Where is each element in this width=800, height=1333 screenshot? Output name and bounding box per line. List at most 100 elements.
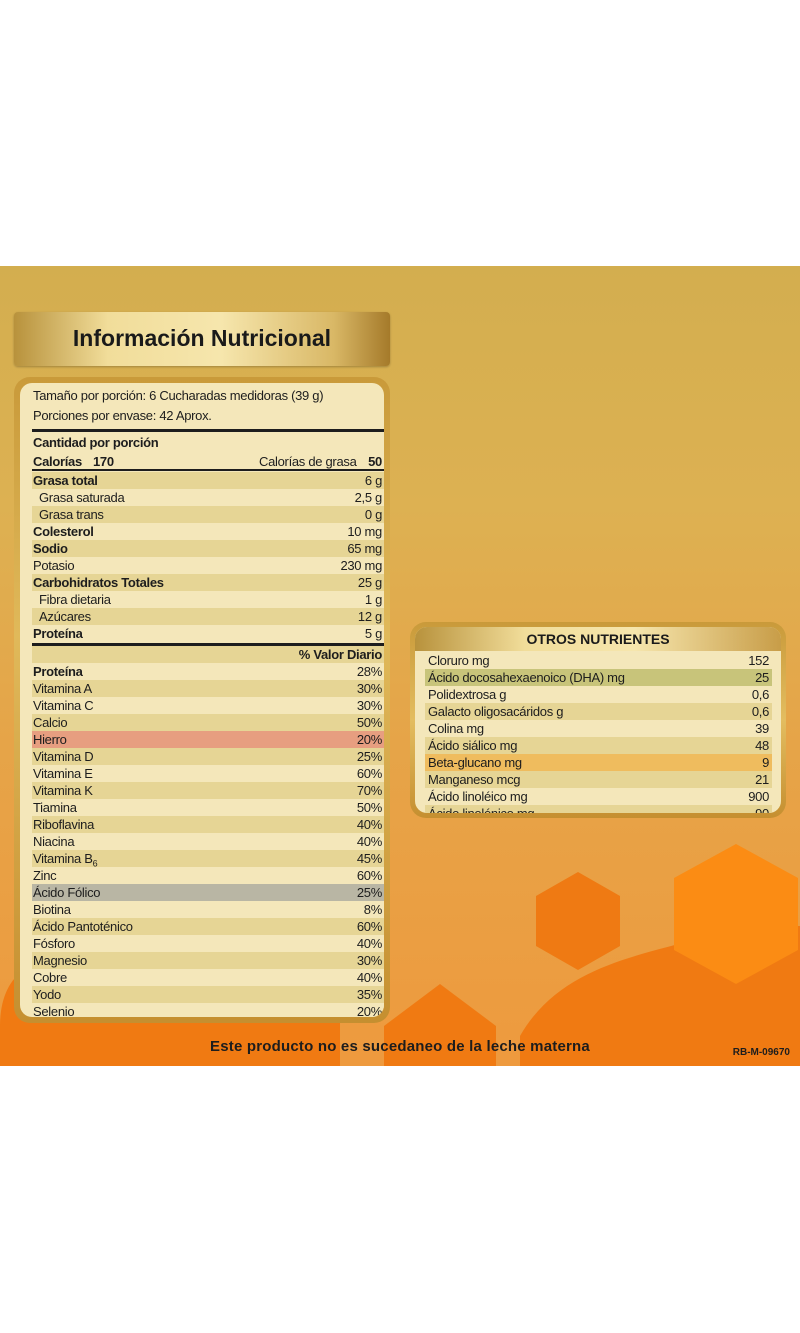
daily-value-label-text: Calcio (33, 715, 68, 730)
other-nutrient-label: Cloruro mg (428, 653, 490, 668)
daily-value-percent: 20% (356, 1004, 382, 1017)
other-nutrient-row: Galacto oligosacáridos g 0,6 (425, 703, 772, 720)
other-nutrient-row: Ácido linolénico mg 90 (425, 805, 772, 813)
daily-value-label: Calcio (33, 715, 68, 730)
other-nutrient-label: Colina mg (428, 721, 484, 736)
other-nutrient-label: Ácido linoléico mg (428, 789, 528, 804)
other-nutrients-table: OTROS NUTRIENTES Cloruro mg 152 Ácido doco… (415, 627, 781, 813)
nutrient-row: Fibra dietaria 1 g (32, 591, 384, 608)
daily-value-label: Zinc (33, 868, 57, 883)
daily-value-label: Tiamina (33, 800, 77, 815)
nutrient-value: 12 g (357, 609, 382, 624)
daily-value-label: Ácido Fólico (33, 885, 101, 900)
daily-value-label: Vitamina A (33, 681, 92, 696)
daily-value-row: Riboflavina 40% (32, 816, 384, 833)
nutrition-facts-frame: Tamaño por porción: 6 Cucharadas medidor… (14, 377, 390, 1023)
daily-value-percent: 28% (356, 664, 382, 679)
daily-value-percent: 40% (356, 817, 382, 832)
table-rule (32, 429, 384, 432)
daily-value-label-text: Vitamina B (33, 851, 93, 866)
other-nutrient-value: 0,6 (751, 687, 769, 702)
nutrient-value: 6 g (364, 473, 382, 488)
daily-value-label: Vitamina C (33, 698, 94, 713)
other-nutrient-value: 21 (755, 772, 769, 787)
daily-value-label: Selenio (33, 1004, 75, 1017)
daily-value-percent: 40% (356, 970, 382, 985)
daily-value-label-text: Ácido Fólico (33, 885, 101, 900)
daily-value-label-text: Vitamina A (33, 681, 92, 696)
daily-value-row: Vitamina C 30% (32, 697, 384, 714)
other-nutrient-row: Colina mg 39 (425, 720, 772, 737)
registration-code: RB-M-09670 (732, 1047, 790, 1058)
calories-row: Calorías 170 Calorías de grasa 50 (32, 453, 384, 470)
daily-value-label-text: Biotina (33, 902, 71, 917)
daily-value-label: Riboflavina (33, 817, 94, 832)
daily-value-label: Hierro (33, 732, 67, 747)
other-nutrient-label: Polidextrosa g (428, 687, 507, 702)
daily-value-label-text: Vitamina K (33, 783, 93, 798)
nutrient-label: Sodio (33, 541, 68, 556)
daily-value-row: Ácido Fólico 25% (32, 884, 384, 901)
daily-value-row: Ácido Pantoténico 60% (32, 918, 384, 935)
daily-value-label: Niacina (33, 834, 75, 849)
daily-value-row: Niacina 40% (32, 833, 384, 850)
daily-value-label: Yodo (33, 987, 61, 1002)
other-nutrient-value: 9 (762, 755, 769, 770)
other-nutrient-value: 48 (755, 738, 769, 753)
daily-value-row: Magnesio 30% (32, 952, 384, 969)
daily-value-percent: 70% (356, 783, 382, 798)
other-nutrient-value: 25 (755, 670, 769, 685)
daily-value-header-label: % Valor Diario (298, 647, 383, 662)
nutrient-label: Grasa saturada (39, 490, 125, 505)
daily-value-percent: 60% (356, 868, 382, 883)
nutrition-facts-table: Tamaño por porción: 6 Cucharadas medidor… (20, 383, 384, 1017)
daily-value-percent: 60% (356, 919, 382, 934)
nutrient-label: Grasa total (33, 473, 98, 488)
daily-value-percent: 35% (356, 987, 382, 1002)
calories-from-fat-value: 50 (368, 454, 382, 469)
other-nutrient-row: Manganeso mcg 21 (425, 771, 772, 788)
daily-value-row: Selenio 20% (32, 1003, 384, 1017)
daily-value-row: Zinc 60% (32, 867, 384, 884)
daily-value-row: Vitamina D 25% (32, 748, 384, 765)
nutrient-row: Colesterol 10 mg (32, 523, 384, 540)
daily-value-row: Calcio 50% (32, 714, 384, 731)
nutrient-value: 0 g (364, 507, 382, 522)
nutrient-value: 230 mg (340, 558, 382, 573)
daily-value-label-text: Fósforo (33, 936, 75, 951)
nutrient-label: Carbohidratos Totales (33, 575, 164, 590)
daily-value-label-text: Vitamina C (33, 698, 94, 713)
other-nutrient-label: Ácido docosahexaenoico (DHA) mg (428, 670, 625, 685)
daily-value-label-text: Riboflavina (33, 817, 95, 832)
daily-value-row: Cobre 40% (32, 969, 384, 986)
daily-value-subscript: 6 (92, 858, 98, 869)
other-nutrient-row: Cloruro mg 152 (425, 652, 772, 669)
daily-value-label: Vitamina E (33, 766, 93, 781)
nutrient-label: Colesterol (33, 524, 94, 539)
title-banner: Información Nutricional (14, 312, 390, 366)
nutrient-value: 2,5 g (354, 490, 383, 505)
daily-value-label: Vitamina D (33, 749, 94, 764)
daily-value-label: Magnesio (33, 953, 87, 968)
nutrient-row: Azúcares 12 g (32, 608, 384, 625)
daily-value-percent: 30% (356, 953, 382, 968)
nutrient-value: 10 mg (347, 524, 382, 539)
daily-value-row: Vitamina B6 45% (32, 850, 384, 869)
daily-value-percent: 30% (356, 698, 382, 713)
other-nutrient-label: Ácido linolénico mg (428, 806, 535, 813)
orange-hexagon-mid (536, 872, 620, 970)
nutrient-row: Grasa trans 0 g (32, 506, 384, 523)
daily-value-row: Vitamina K 70% (32, 782, 384, 799)
daily-value-row: Fósforo 40% (32, 935, 384, 952)
daily-value-label-text: Niacina (33, 834, 75, 849)
daily-value-percent: 60% (356, 766, 382, 781)
nutrient-value: 65 mg (347, 541, 382, 556)
daily-value-percent: 40% (356, 936, 382, 951)
calories-label: Calorías (33, 454, 82, 469)
daily-value-percent: 50% (356, 800, 382, 815)
other-nutrient-row: Ácido docosahexaenoico (DHA) mg 25 (425, 669, 772, 686)
nutrient-label: Azúcares (39, 609, 91, 624)
daily-value-label: Ácido Pantoténico (33, 919, 133, 934)
daily-value-label-text: Yodo (33, 987, 61, 1002)
daily-value-percent: 8% (363, 902, 383, 917)
